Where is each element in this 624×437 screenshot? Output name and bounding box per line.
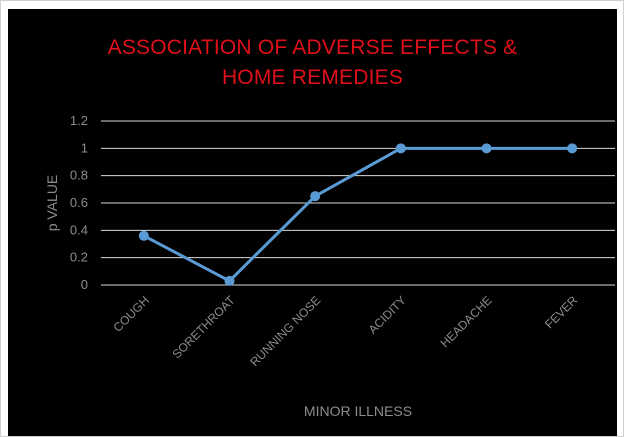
- series-layer: [138, 143, 578, 286]
- series-line: [143, 146, 573, 283]
- y-axis-title: p VALUE: [44, 175, 60, 232]
- data-point: [138, 230, 149, 241]
- y-tick-labels: 0 0.2 0.4 0.6 0.8 1 1.2: [70, 113, 88, 292]
- data-point: [310, 191, 321, 202]
- x-axis-title: MINOR ILLNESS: [304, 403, 412, 419]
- gridlines: [101, 120, 615, 286]
- y-tick-label: 0.4: [70, 222, 88, 237]
- line-chart: 0 0.2 0.4 0.6 0.8 1 1.2 COUGH SORETHROAT RUNNING…: [44, 113, 615, 419]
- x-category-label: FEVER: [542, 293, 580, 331]
- data-point: [224, 275, 235, 286]
- x-category-label: RUNNING NOSE: [247, 293, 323, 369]
- chart-title-line-2: HOME REMEDIES: [221, 66, 404, 89]
- x-category-label: HEADACHE: [438, 293, 495, 350]
- chart-area: ASSOCIATION OF ADVERSE EFFECTS & HOME RE…: [8, 9, 617, 436]
- x-category-label: ACIDITY: [366, 293, 409, 336]
- x-category-label: COUGH: [110, 293, 151, 334]
- y-tick-label: 0.8: [70, 168, 88, 183]
- x-category-label: SORETHROAT: [169, 293, 238, 362]
- chart-title: ASSOCIATION OF ADVERSE EFFECTS & HOME RE…: [8, 33, 617, 93]
- x-category-labels: COUGH SORETHROAT RUNNING NOSE ACIDITY HEADAC…: [110, 293, 580, 369]
- chart-title-line-1: ASSOCIATION OF ADVERSE EFFECTS &: [107, 36, 518, 59]
- y-tick-label: 1.2: [70, 113, 88, 128]
- data-point: [567, 143, 578, 154]
- y-tick-label: 0: [81, 277, 88, 292]
- y-tick-label: 0.6: [70, 195, 88, 210]
- data-point: [395, 143, 406, 154]
- y-tick-label: 1: [81, 140, 88, 155]
- y-tick-label: 0.2: [70, 250, 88, 265]
- data-point: [481, 143, 492, 154]
